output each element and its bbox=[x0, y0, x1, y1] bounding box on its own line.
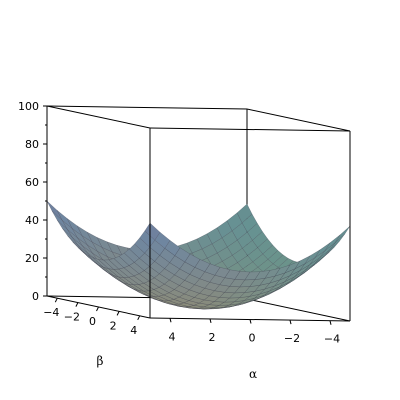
beta-tick bbox=[54, 297, 58, 303]
alpha-tick-label: 0 bbox=[249, 332, 256, 345]
beta-tick-label: −4 bbox=[43, 306, 59, 319]
z-tick-label: 0 bbox=[32, 290, 39, 303]
alpha-tick bbox=[169, 318, 172, 323]
z-tick-label: 60 bbox=[25, 176, 39, 189]
alpha-tick-label: −2 bbox=[284, 332, 300, 345]
alpha-tick bbox=[289, 319, 292, 325]
beta-tick bbox=[137, 315, 141, 321]
alpha-tick bbox=[249, 319, 252, 324]
beta-tick bbox=[96, 306, 99, 312]
box-edge bbox=[46, 105, 151, 129]
surface-patch bbox=[334, 225, 351, 243]
beta-tick bbox=[75, 302, 79, 307]
beta-tick-label: −2 bbox=[64, 311, 80, 324]
box-edge bbox=[246, 108, 351, 132]
alpha-tick-label: −4 bbox=[324, 333, 340, 346]
alpha-axis-title: α bbox=[249, 367, 257, 381]
z-tick-label: 40 bbox=[25, 214, 39, 227]
box-edge bbox=[246, 298, 351, 322]
alpha-tick-label: 4 bbox=[169, 330, 176, 343]
beta-tick bbox=[116, 311, 120, 316]
alpha-tick bbox=[329, 320, 332, 325]
alpha-tick bbox=[209, 318, 212, 324]
axis-ticks bbox=[43, 105, 332, 325]
beta-tick-label: 0 bbox=[89, 315, 96, 328]
beta-tick-label: 2 bbox=[110, 319, 117, 332]
z-tick-label: 20 bbox=[25, 252, 39, 265]
beta-axis-title: β bbox=[97, 354, 104, 368]
surface-patch bbox=[46, 200, 63, 221]
box-edge bbox=[149, 127, 351, 132]
z-tick-label: 100 bbox=[18, 100, 39, 113]
z-tick-label: 80 bbox=[25, 138, 39, 151]
alpha-tick-label: 2 bbox=[209, 331, 216, 344]
beta-tick-label: 4 bbox=[130, 324, 137, 337]
surface-mesh bbox=[46, 200, 351, 310]
box-edge bbox=[46, 105, 248, 110]
